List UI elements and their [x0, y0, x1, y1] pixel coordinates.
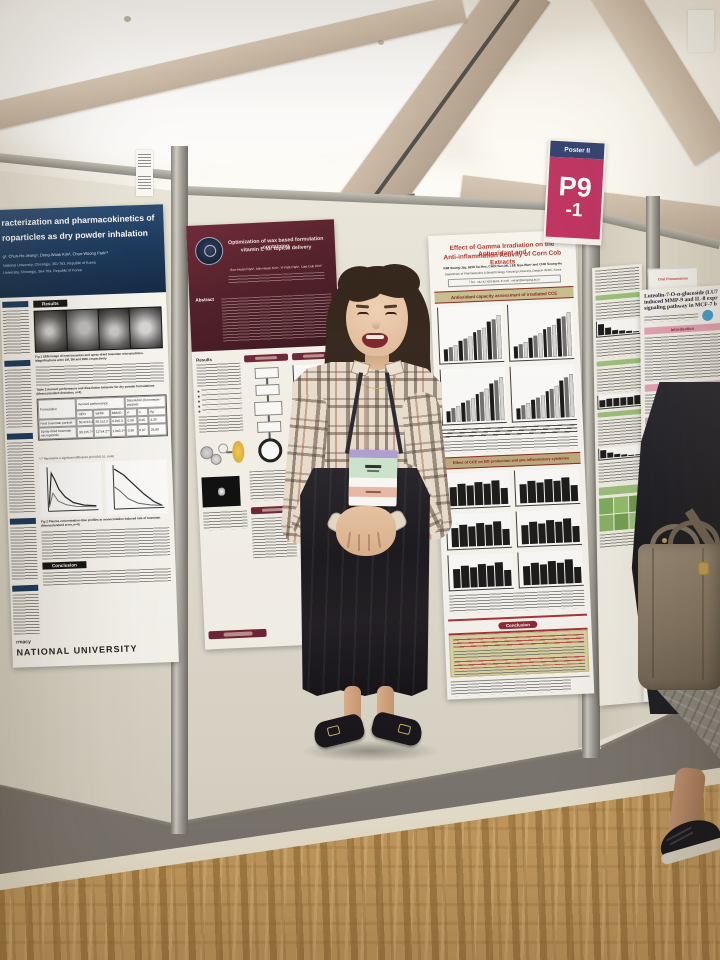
aisle-sign-code: P9	[557, 171, 593, 203]
pk-charts	[38, 459, 169, 518]
aisle-sign: Poster II P9 -1	[543, 138, 607, 246]
poster-left-title2: roparticles as dry powder inhalation	[1, 227, 149, 243]
abstract-text	[221, 293, 334, 343]
shadow	[300, 740, 440, 762]
poster-right-contact: * Tel : +82-42-600-8503, E-mail : mlcarl…	[447, 274, 562, 288]
aerosol-table: Formulation Aerosol performance Dissolut…	[36, 394, 168, 441]
poster-left-footer1: rmacy	[16, 639, 31, 646]
bag-seam	[652, 548, 654, 678]
conclusion-header: Conclusion	[42, 561, 87, 570]
author-affils	[228, 271, 325, 285]
sprinkler	[378, 40, 384, 45]
abstract-label: Abstract	[195, 296, 215, 303]
results-header: Results	[33, 299, 68, 308]
hands-clasped	[336, 506, 396, 556]
chart-grid-2x2	[437, 302, 577, 426]
aisle-sign-suffix: -1	[565, 199, 584, 222]
badge-name-area	[349, 457, 398, 479]
poster-middle-authors: Sun-Hwan Park¹, Min-Hwan Kim¹, Yi-Falk P…	[230, 263, 322, 273]
yellow-capsule	[231, 440, 245, 464]
button-placket	[366, 376, 369, 470]
poster-middle-col1: Results	[196, 356, 253, 642]
eye-right	[385, 312, 397, 319]
bag-clasp-gold	[698, 562, 709, 575]
section-bar-cytokines: Effect of CCE on NO production and pro-i…	[441, 451, 581, 470]
poster-left-header: racterization and pharmacokinetics of ro…	[0, 204, 166, 298]
results-label: Results	[195, 356, 213, 363]
poster-left: racterization and pharmacokinetics of ro…	[0, 204, 179, 668]
conclusion-box	[448, 629, 590, 678]
paragraph	[42, 568, 172, 586]
emblem-icon	[194, 236, 224, 266]
dark-photo	[201, 475, 241, 508]
far-sign	[688, 10, 714, 52]
bag-stud-gold	[662, 538, 667, 543]
references	[450, 679, 572, 697]
poster-left-main: Results Fig 1 SEM image of neat bosentan…	[33, 296, 173, 652]
chart-caption3	[449, 589, 585, 614]
chart-grid-2x3	[443, 467, 584, 592]
badge-bottom-strip	[348, 486, 397, 498]
nose	[372, 316, 380, 329]
pk-chart-right	[104, 459, 169, 516]
schematic-diagram	[200, 437, 245, 473]
poster-left-title: racterization and pharmacokinetics of	[1, 212, 155, 228]
poster-right: Effect of Gamma Irradiation on the Antio…	[428, 229, 595, 700]
pk-chart-left	[38, 461, 103, 518]
poster-middle-banner: Optimization of wax based formulation co…	[186, 219, 340, 352]
handbag	[638, 508, 720, 692]
section-bar-antioxidant: Antioxidant capacity assessment of irrad…	[434, 285, 574, 304]
bag-seam	[702, 548, 704, 680]
name-badge	[348, 449, 398, 507]
sprinkler	[124, 16, 131, 22]
panel-tag	[136, 150, 153, 196]
fig2-caption: Fig 2 Plasma concentration-time profiles…	[40, 515, 161, 528]
fig1-caption: Fig 1 SEM image of neat bosentan and spr…	[35, 350, 144, 363]
teeth	[366, 334, 384, 340]
sem-images	[33, 306, 163, 353]
paragraph	[41, 527, 171, 560]
blue-dot-icon	[702, 309, 714, 322]
frame-pole	[171, 146, 188, 834]
eye-left	[357, 312, 369, 319]
mouth-open-smile	[362, 333, 388, 348]
poster-left-authors: g¹, Chun-Ho Jeong¹, Dong-Wook Kim², Chun…	[2, 250, 109, 259]
aisle-sign-body: P9 -1	[545, 156, 604, 240]
